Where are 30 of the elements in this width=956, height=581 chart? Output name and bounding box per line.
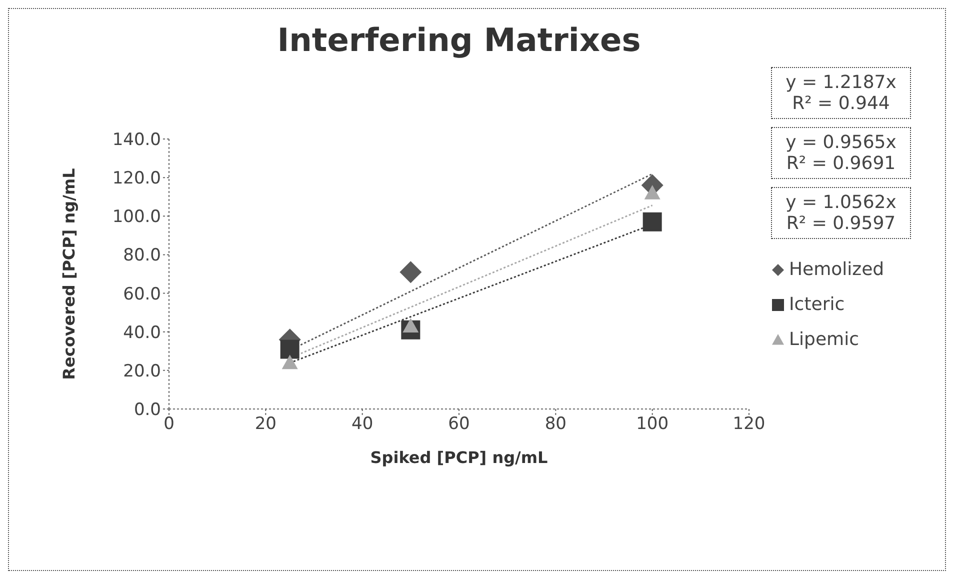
equation-box: y = 0.9565x R² = 0.9691 bbox=[771, 127, 911, 179]
y-tick-label: 0.0 bbox=[134, 400, 161, 420]
legend-label: Icteric bbox=[789, 294, 845, 315]
y-tick-label: 140.0 bbox=[112, 130, 161, 150]
equation-box: y = 1.2187x R² = 0.944 bbox=[771, 67, 911, 119]
legend-label: Lipemic bbox=[789, 329, 859, 350]
point bbox=[644, 185, 660, 200]
x-tick-label: 40 bbox=[352, 414, 374, 434]
point bbox=[400, 261, 422, 284]
point bbox=[280, 340, 300, 359]
y-tick-label: 100.0 bbox=[112, 207, 161, 228]
x-tick-label: 20 bbox=[254, 414, 276, 434]
chart-title: Interfering Matrixes bbox=[276, 21, 642, 59]
y-tick-label: 80.0 bbox=[123, 246, 161, 266]
x-tick-label: 120 bbox=[732, 414, 766, 434]
y-tick-label: 60.0 bbox=[123, 284, 161, 304]
y-axis-title: Recovered [PCP] ng/mL bbox=[60, 168, 79, 380]
x-tick-label: 0 bbox=[164, 414, 174, 434]
x-tick-label: 100 bbox=[636, 414, 669, 434]
y-tick-label: 120.0 bbox=[112, 168, 161, 189]
x-axis-title: Spiked [PCP] ng/mL bbox=[370, 448, 548, 467]
x-tick-label: 80 bbox=[544, 414, 566, 434]
y-tick-label: 40.0 bbox=[123, 322, 161, 343]
legend-label: Hemolized bbox=[789, 259, 884, 280]
y-tick-label: 20.0 bbox=[123, 361, 161, 382]
point bbox=[282, 354, 298, 370]
point bbox=[642, 212, 662, 232]
equation-box: y = 1.0562x R² = 0.9597 bbox=[771, 187, 911, 239]
x-tick-label: 60 bbox=[448, 414, 470, 434]
point bbox=[402, 318, 419, 332]
